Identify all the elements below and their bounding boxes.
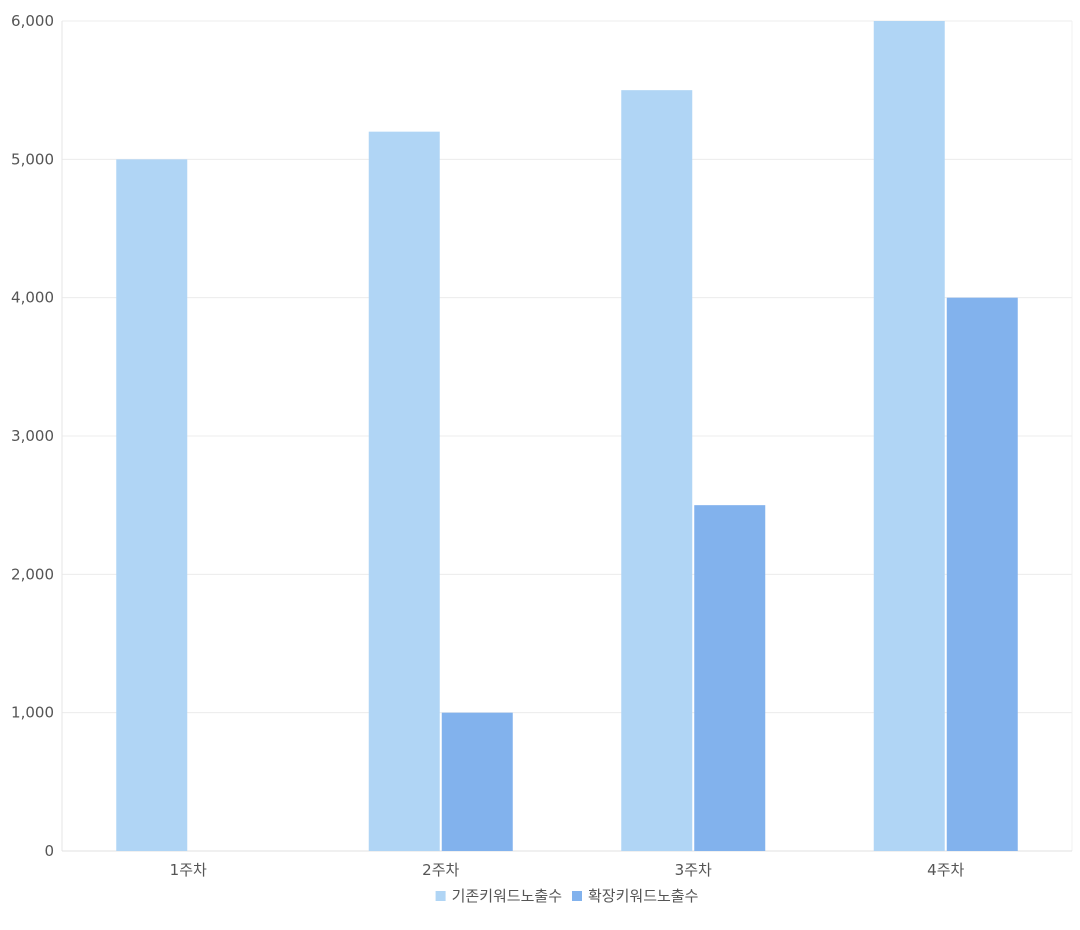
legend-swatch — [572, 891, 582, 901]
x-tick-label: 1주차 — [170, 861, 207, 879]
bar-1-4[interactable] — [873, 21, 945, 851]
legend-swatch — [435, 891, 446, 901]
x-tick-label: 2주차 — [422, 861, 459, 879]
y-tick-label: 2,000 — [11, 565, 54, 583]
y-tick-label: 1,000 — [11, 704, 54, 722]
y-tick-label: 0 — [44, 842, 54, 860]
bar-2-2[interactable] — [441, 712, 513, 851]
y-tick-labels: 0 1,000 2,000 3,000 4,000 5,000 6,000 — [11, 12, 54, 860]
legend-label: 확장키워드노출수 — [588, 887, 698, 905]
y-tick-label: 6,000 — [11, 12, 54, 30]
x-tick-label: 4주차 — [927, 861, 964, 879]
y-tick-label: 4,000 — [11, 289, 54, 307]
bar-2-3[interactable] — [694, 505, 766, 851]
bars — [116, 21, 1018, 852]
y-tick-label: 3,000 — [11, 427, 54, 445]
bar-1-3[interactable] — [621, 90, 693, 851]
x-tick-labels: 1주차 2주차 3주차 4주차 — [170, 861, 965, 879]
bar-2-4[interactable] — [946, 297, 1018, 852]
legend-item-2[interactable]: 확장키워드노출수 — [572, 887, 698, 905]
legend-item-1[interactable]: 기존키워드노출수 — [435, 887, 562, 905]
x-tick-label: 3주차 — [675, 861, 712, 879]
bar-1-1[interactable] — [116, 159, 188, 852]
legend-label: 기존키워드노출수 — [452, 887, 562, 905]
legend[interactable]: 기존키워드노출수 확장키워드노출수 — [435, 887, 699, 905]
y-tick-label: 5,000 — [11, 150, 54, 168]
bar-1-2[interactable] — [368, 131, 440, 851]
